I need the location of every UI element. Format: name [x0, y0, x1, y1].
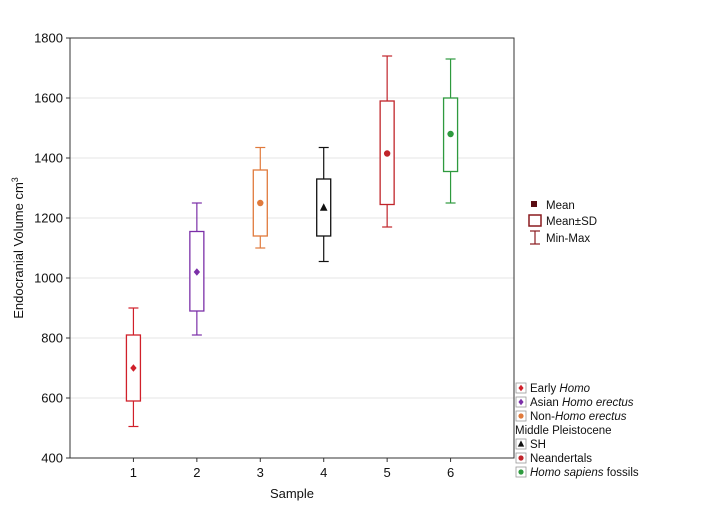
group-legend-text: fossils [604, 467, 639, 479]
group-legend-text: SH [530, 439, 546, 451]
group-legend-italic: Homo erectus [562, 397, 634, 409]
y-tick-label: 1800 [34, 31, 63, 46]
box-series [125, 55, 459, 428]
group-legend-marker [518, 455, 524, 461]
x-tick-label: 2 [193, 465, 200, 480]
group-legend-item: Non-Homo erectus [515, 410, 627, 423]
y-tick-label: 1600 [34, 91, 63, 106]
group-legend-item: Middle Pleistocene [515, 425, 612, 437]
group-legend-label: Asian Homo erectus [530, 397, 634, 409]
group-legend-marker [517, 440, 525, 447]
mean-marker [447, 130, 454, 138]
x-tick-label: 6 [447, 465, 454, 480]
group-legend-label: Early Homo [530, 383, 591, 395]
group-legend-label: SH [530, 439, 546, 451]
y-axis-title-text: Endocranial Volume cm [11, 182, 26, 319]
x-tick-label: 1 [130, 465, 137, 480]
mean-marker [257, 199, 264, 207]
group-legend-text: Early [530, 383, 559, 395]
y-tick-label: 1400 [34, 151, 63, 166]
x-axis: 1 2 3 4 5 6 [130, 458, 454, 480]
group-legend-italic: Homo sapiens [530, 467, 604, 479]
mean-marker [319, 203, 328, 211]
y-axis-title: Endocranial Volume cm3 [10, 177, 26, 319]
mean-marker [130, 364, 137, 372]
group-legend-label: Middle Pleistocene [515, 425, 612, 437]
group-legend-item: Homo sapiens fossils [515, 466, 639, 479]
group-legend-text: Asian [530, 397, 562, 409]
group-legend-marker [518, 384, 524, 392]
group-legend-italic: Homo erectus [555, 411, 627, 423]
mean-marker [383, 150, 391, 157]
plot-frame [69, 37, 515, 459]
min-max-legend-label: Min-Max [546, 233, 590, 245]
group-legend-item: Asian Homo erectus [515, 396, 634, 409]
group-legend-text: Non- [530, 411, 555, 423]
box-sample-5 [379, 55, 395, 228]
min-max-legend-marker [530, 230, 540, 245]
mean-sd-legend-marker [528, 214, 542, 227]
box-sample-1 [125, 307, 142, 428]
group-legend-marker [518, 469, 524, 475]
x-tick-label: 4 [320, 465, 327, 480]
box-sample-6 [442, 58, 459, 204]
y-axis: 400 600 800 1000 1200 1400 1600 1800 [34, 31, 70, 466]
x-tick-label: 3 [257, 465, 264, 480]
group-legend-text: Neandertals [530, 453, 592, 465]
mean-marker [193, 268, 201, 276]
group-legend-marker [518, 398, 524, 406]
grid-lines [70, 97, 514, 399]
group-legend-item: SH [515, 438, 546, 451]
group-legend-item: Early Homo [515, 382, 591, 395]
box-sample-4 [316, 146, 332, 263]
x-axis-title: Sample [270, 486, 314, 501]
box-sample-3 [252, 146, 268, 249]
y-tick-label: 1000 [34, 271, 63, 286]
y-tick-label: 600 [41, 391, 63, 406]
group-legend-item: Neandertals [515, 452, 592, 465]
x-tick-label: 5 [384, 465, 391, 480]
y-tick-label: 1200 [34, 211, 63, 226]
stats-legend: Mean Mean±SD Min-Max [528, 200, 597, 245]
group-legend-label: Non-Homo erectus [530, 411, 627, 423]
mean-legend-label: Mean [546, 200, 575, 212]
y-axis-title-sup: 3 [10, 177, 20, 182]
mean-sd-legend-label: Mean±SD [546, 216, 597, 228]
y-tick-label: 800 [41, 331, 63, 346]
group-legend-italic: Homo [559, 383, 590, 395]
mean-legend-marker [531, 201, 537, 207]
group-legend-marker [518, 413, 524, 419]
y-tick-label: 400 [41, 451, 63, 466]
group-legend-label: Homo sapiens fossils [530, 467, 639, 479]
group-legend-text: Middle Pleistocene [515, 425, 612, 437]
box-sample-2 [189, 202, 205, 336]
group-legend-label: Neandertals [530, 453, 592, 465]
